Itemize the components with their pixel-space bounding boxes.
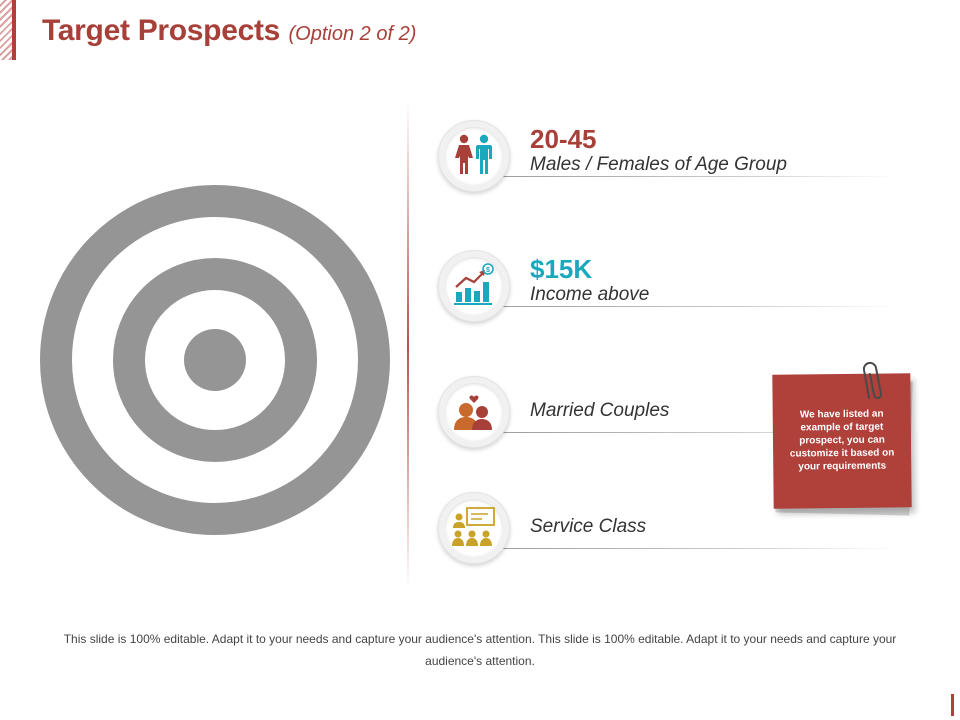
prospect-item-service: Service Class	[438, 492, 898, 566]
corner-accent-bar	[12, 0, 16, 60]
income-chart-icon: $	[454, 263, 494, 305]
male-female-icon	[455, 134, 492, 174]
item-underline	[482, 548, 898, 549]
item-value: 20-45	[530, 124, 597, 154]
item-description: Service Class	[530, 516, 647, 537]
icon-circle	[438, 120, 510, 192]
item-description: Males / Females of Age Group	[530, 154, 787, 175]
item-underline	[482, 306, 898, 307]
target-bullseye-icon	[40, 185, 390, 535]
item-value: $15K	[530, 254, 593, 284]
corner-decoration	[0, 0, 14, 60]
bottom-accent-bar	[951, 694, 954, 716]
slide-subtitle: (Option 2 of 2)	[288, 23, 417, 45]
icon-circle	[438, 376, 510, 448]
icon-circle: $	[438, 250, 510, 322]
item-description: Married Couples	[530, 400, 670, 421]
slide-title-main: Target Prospects	[42, 14, 281, 47]
prospect-item-married: Married Couples	[438, 376, 898, 450]
svg-text:$: $	[486, 267, 490, 274]
item-description: Income above	[530, 284, 650, 305]
paperclip-icon	[862, 361, 882, 399]
icon-circle	[438, 492, 510, 564]
sticky-note: We have listed an example of target pros…	[772, 373, 912, 509]
vertical-divider	[407, 100, 409, 590]
prospect-item-age: 20-45 Males / Females of Age Group	[438, 120, 898, 194]
footer-text: This slide is 100% editable. Adapt it to…	[63, 632, 897, 668]
couple-heart-icon	[454, 395, 492, 430]
prospect-item-income: $ $15K Income above	[438, 250, 898, 324]
presentation-audience-icon	[452, 507, 495, 546]
item-underline	[482, 432, 898, 433]
item-underline	[482, 176, 898, 177]
slide-title: Target Prospects (Option 2 of 2)	[42, 14, 416, 48]
